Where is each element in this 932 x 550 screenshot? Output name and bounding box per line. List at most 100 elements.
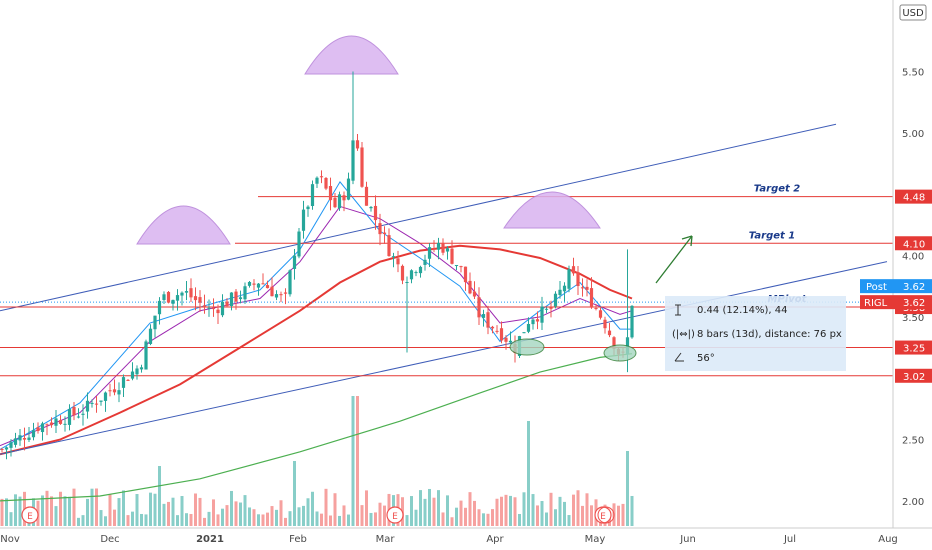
low-marker-ellipse	[509, 338, 545, 356]
candle-body	[40, 423, 45, 433]
candle-body	[153, 315, 157, 330]
y-tick-label: 5.00	[902, 129, 924, 140]
volume-bar	[495, 498, 499, 526]
volume-bar	[486, 513, 490, 526]
volume-bar	[207, 511, 211, 526]
candle-body	[526, 323, 531, 332]
candle-body	[0, 449, 4, 451]
earnings-marker-ring	[597, 506, 615, 524]
candle-body	[396, 258, 400, 265]
volume-bar	[410, 496, 413, 526]
candle-body	[139, 367, 144, 370]
volume-bar	[104, 516, 107, 526]
candle-body	[202, 305, 207, 308]
volume-bar	[117, 498, 121, 526]
volume-bar	[198, 497, 202, 526]
candle-body	[328, 185, 333, 201]
volume-bar	[621, 503, 625, 526]
candle-body	[180, 292, 184, 296]
volume-bar	[158, 466, 161, 526]
volume-bar	[513, 497, 517, 526]
x-tick-label: Mar	[376, 534, 396, 545]
volume-bar	[360, 505, 364, 526]
candle-body	[481, 314, 486, 318]
candle-body	[364, 186, 369, 206]
candle-body	[508, 340, 513, 343]
volume-bar	[365, 490, 368, 526]
volume-bar	[153, 493, 157, 526]
measure-tool-box	[665, 296, 846, 371]
candle-body	[103, 392, 108, 401]
volume-bar	[176, 515, 179, 526]
volume-bar	[288, 511, 292, 526]
candle-body	[193, 296, 198, 301]
candle-body	[166, 291, 171, 303]
candle-body	[144, 341, 148, 370]
candle-body	[441, 242, 445, 253]
volume-bar	[536, 505, 539, 526]
candle-body	[265, 285, 270, 289]
volume-bar	[518, 513, 521, 526]
volume-bar	[63, 496, 67, 526]
level-badge	[895, 236, 932, 251]
volume-bar	[284, 517, 287, 526]
volume-bar	[194, 493, 197, 526]
candle-body	[4, 447, 9, 450]
level-label-target-2: Target 2	[754, 184, 801, 195]
candle-body	[427, 247, 432, 259]
volume-bar	[491, 509, 494, 526]
candle-body	[301, 209, 306, 231]
volume-bar	[378, 502, 382, 526]
channel-lower-line	[0, 261, 888, 455]
candle-body	[531, 319, 535, 325]
candle-body	[549, 307, 553, 309]
volume-bar	[405, 515, 409, 526]
volume-bar	[554, 509, 557, 526]
volume-bar	[243, 495, 247, 526]
candle-body	[297, 231, 301, 257]
ma-green-line	[0, 353, 633, 502]
candle-body	[90, 402, 94, 404]
volume-bar	[0, 498, 4, 526]
candle-body	[54, 418, 58, 426]
volume-bar	[185, 513, 188, 526]
candle-body	[378, 223, 382, 235]
candle-body	[463, 266, 468, 283]
volume-bar	[90, 488, 94, 526]
level-label-target-1: Target 1	[749, 230, 795, 241]
candle-body	[373, 205, 378, 221]
post-badge	[860, 279, 932, 294]
candle-body	[121, 377, 126, 388]
volume-bar	[144, 514, 148, 526]
volume-bar	[234, 501, 238, 526]
candle-body	[9, 442, 13, 448]
channel-upper-line	[0, 123, 837, 312]
candle-body	[108, 390, 112, 392]
volume-bar	[108, 494, 112, 526]
candle-body	[522, 332, 526, 334]
volume-bar	[527, 421, 530, 526]
volume-bar	[257, 514, 260, 526]
candle-body	[63, 423, 67, 425]
candle-body	[283, 292, 288, 294]
volume-bar	[180, 496, 184, 526]
candle-body	[279, 294, 283, 296]
level-badge-text: 4.10	[903, 239, 925, 250]
candle-body	[67, 409, 72, 425]
candle-body	[99, 400, 103, 402]
candle-body	[418, 266, 423, 274]
x-tick-label: Jul	[783, 534, 796, 545]
volume-bar	[68, 496, 71, 526]
volume-bar	[59, 491, 62, 526]
candle-body	[504, 337, 508, 342]
x-tick-label: Jun	[679, 534, 696, 545]
volume-bar	[297, 507, 301, 526]
y-tick-label: 2.50	[902, 436, 924, 447]
candle-body	[445, 248, 450, 252]
volume-bar	[581, 505, 584, 526]
x-tick-label: May	[585, 534, 606, 545]
candle-body	[225, 301, 229, 307]
volume-bar	[126, 515, 130, 526]
volume-bar	[261, 514, 265, 526]
